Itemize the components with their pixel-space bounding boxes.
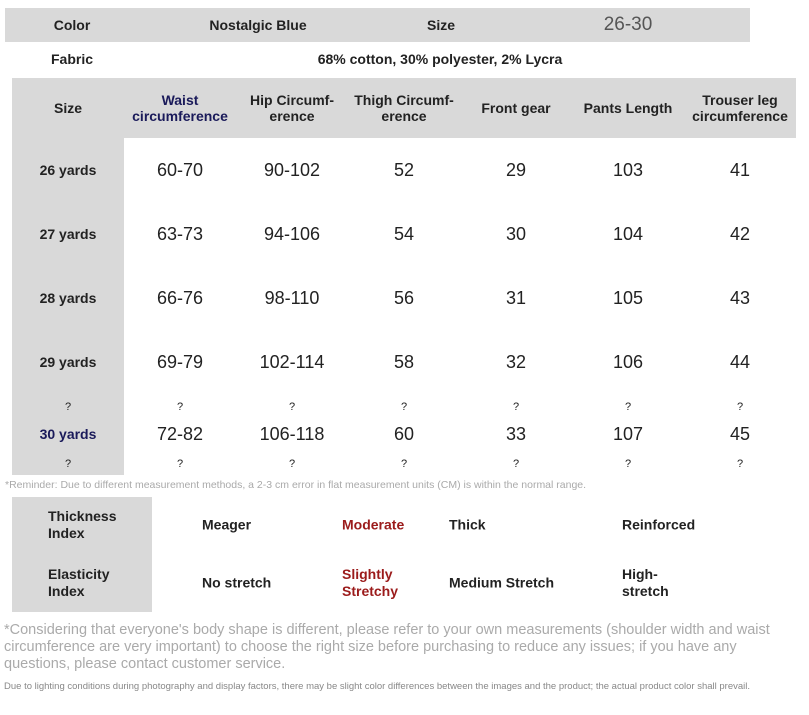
cell: ?	[176, 458, 184, 470]
cell: 60	[393, 423, 415, 444]
cell: ?	[288, 458, 296, 470]
cell: 63-73	[156, 223, 204, 244]
index-option: Meager	[202, 516, 252, 533]
info-row-bg	[5, 8, 750, 42]
column-header: Size	[53, 100, 82, 116]
cell: 58	[393, 351, 415, 372]
size-label: Size	[426, 17, 455, 33]
cell: 30	[505, 223, 527, 244]
index-first-column-bg	[12, 497, 152, 612]
cell: 31	[505, 287, 527, 308]
cell: 102-114	[259, 351, 325, 372]
cell: 106	[612, 351, 644, 372]
cell: 42	[729, 223, 751, 244]
column-header: Hip Circumf-erence	[250, 92, 334, 124]
cell: 66-76	[156, 287, 204, 308]
index-option: No stretch	[202, 574, 272, 591]
index-label: Thickness Index	[48, 508, 117, 541]
cell: 104	[612, 223, 644, 244]
cell: 103	[612, 159, 644, 180]
cell: ?	[736, 401, 744, 413]
cell: 54	[393, 223, 415, 244]
cell: 41	[729, 159, 751, 180]
cell: 52	[393, 159, 415, 180]
column-header: Pants Length	[583, 100, 673, 116]
row-label: 26 yards	[39, 162, 97, 178]
index-option: Moderate	[342, 516, 405, 533]
row-label: 27 yards	[39, 226, 97, 242]
cell: 32	[505, 351, 527, 372]
cell: 45	[729, 423, 751, 444]
index-option: Medium Stretch	[449, 574, 555, 591]
cell: 43	[729, 287, 751, 308]
cell: 33	[505, 423, 527, 444]
column-header: Thigh Circumf-erence	[354, 92, 454, 124]
cell: ?	[512, 401, 520, 413]
header-bg	[12, 78, 796, 138]
column-header: Waist circumference	[132, 92, 228, 124]
row-label: 29 yards	[39, 354, 97, 370]
cell: ?	[400, 458, 408, 470]
cell: 72-82	[156, 423, 204, 444]
cell: 69-79	[156, 351, 204, 372]
column-header: Front gear	[481, 100, 551, 116]
note-size: *Considering that everyone's body shape …	[4, 622, 770, 672]
index-option: Reinforced	[622, 516, 696, 533]
cell: ?	[624, 401, 632, 413]
color-value: Nostalgic Blue	[209, 17, 307, 33]
cell: 29	[505, 159, 527, 180]
index-option: High-stretch	[622, 566, 669, 599]
cell: 56	[393, 287, 415, 308]
cell: 106-118	[259, 423, 325, 444]
index-label: Elasticity Index	[48, 566, 110, 599]
cell: ?	[176, 401, 184, 413]
reminder: *Reminder: Due to different measurement …	[5, 479, 587, 491]
cell: 105	[612, 287, 644, 308]
cell: ?	[736, 458, 744, 470]
cell: 107	[612, 423, 644, 444]
row-label: 30 yards	[39, 426, 97, 442]
cell: 94-106	[263, 223, 321, 244]
color-label: Color	[53, 17, 91, 33]
row-label: ?	[64, 458, 72, 470]
fabric-label: Fabric	[50, 51, 93, 67]
cell: 60-70	[156, 159, 204, 180]
index-option: Thick	[449, 516, 486, 533]
cell: 90-102	[263, 159, 321, 180]
index-option: Slightly Stretchy	[342, 566, 399, 599]
fabric-value: 68% cotton, 30% polyester, 2% Lycra	[317, 51, 563, 67]
cell: ?	[624, 458, 632, 470]
size-value: 26-30	[603, 14, 653, 35]
cell: 98-110	[264, 287, 320, 308]
first-column-bg	[12, 78, 124, 475]
cell: ?	[288, 401, 296, 413]
row-label: 28 yards	[39, 290, 97, 306]
note-color: Due to lighting conditions during photog…	[4, 681, 751, 692]
column-header: Trouser leg circumference	[692, 92, 788, 124]
cell: 44	[729, 351, 751, 372]
cell: ?	[400, 401, 408, 413]
cell: ?	[512, 458, 520, 470]
row-label: ?	[64, 401, 72, 413]
